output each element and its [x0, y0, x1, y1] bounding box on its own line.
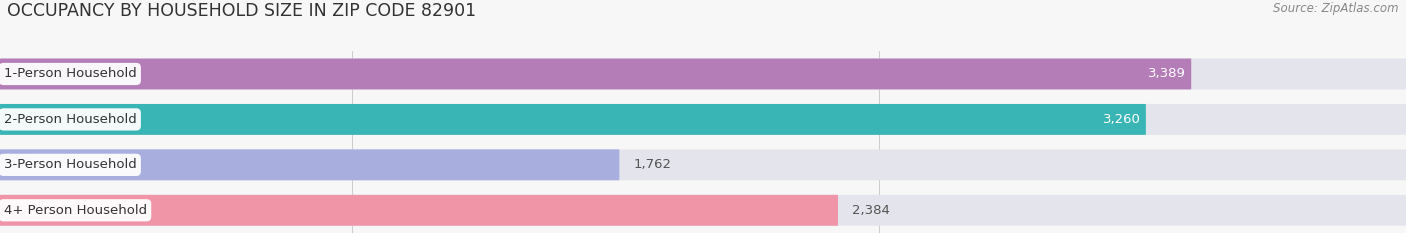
- FancyBboxPatch shape: [0, 104, 1146, 135]
- Text: 3,260: 3,260: [1102, 113, 1140, 126]
- Text: Source: ZipAtlas.com: Source: ZipAtlas.com: [1274, 2, 1399, 15]
- FancyBboxPatch shape: [0, 58, 1191, 89]
- FancyBboxPatch shape: [0, 58, 1406, 89]
- Text: 1,762: 1,762: [633, 158, 672, 171]
- Text: 3,389: 3,389: [1149, 68, 1187, 80]
- Text: 1-Person Household: 1-Person Household: [4, 68, 136, 80]
- FancyBboxPatch shape: [0, 149, 620, 180]
- Text: 2-Person Household: 2-Person Household: [4, 113, 136, 126]
- Text: 4+ Person Household: 4+ Person Household: [4, 204, 146, 217]
- Text: 2,384: 2,384: [852, 204, 890, 217]
- FancyBboxPatch shape: [0, 149, 1406, 180]
- FancyBboxPatch shape: [0, 195, 1406, 226]
- FancyBboxPatch shape: [0, 104, 1406, 135]
- FancyBboxPatch shape: [0, 195, 838, 226]
- Text: 3-Person Household: 3-Person Household: [4, 158, 136, 171]
- Text: OCCUPANCY BY HOUSEHOLD SIZE IN ZIP CODE 82901: OCCUPANCY BY HOUSEHOLD SIZE IN ZIP CODE …: [7, 2, 477, 20]
